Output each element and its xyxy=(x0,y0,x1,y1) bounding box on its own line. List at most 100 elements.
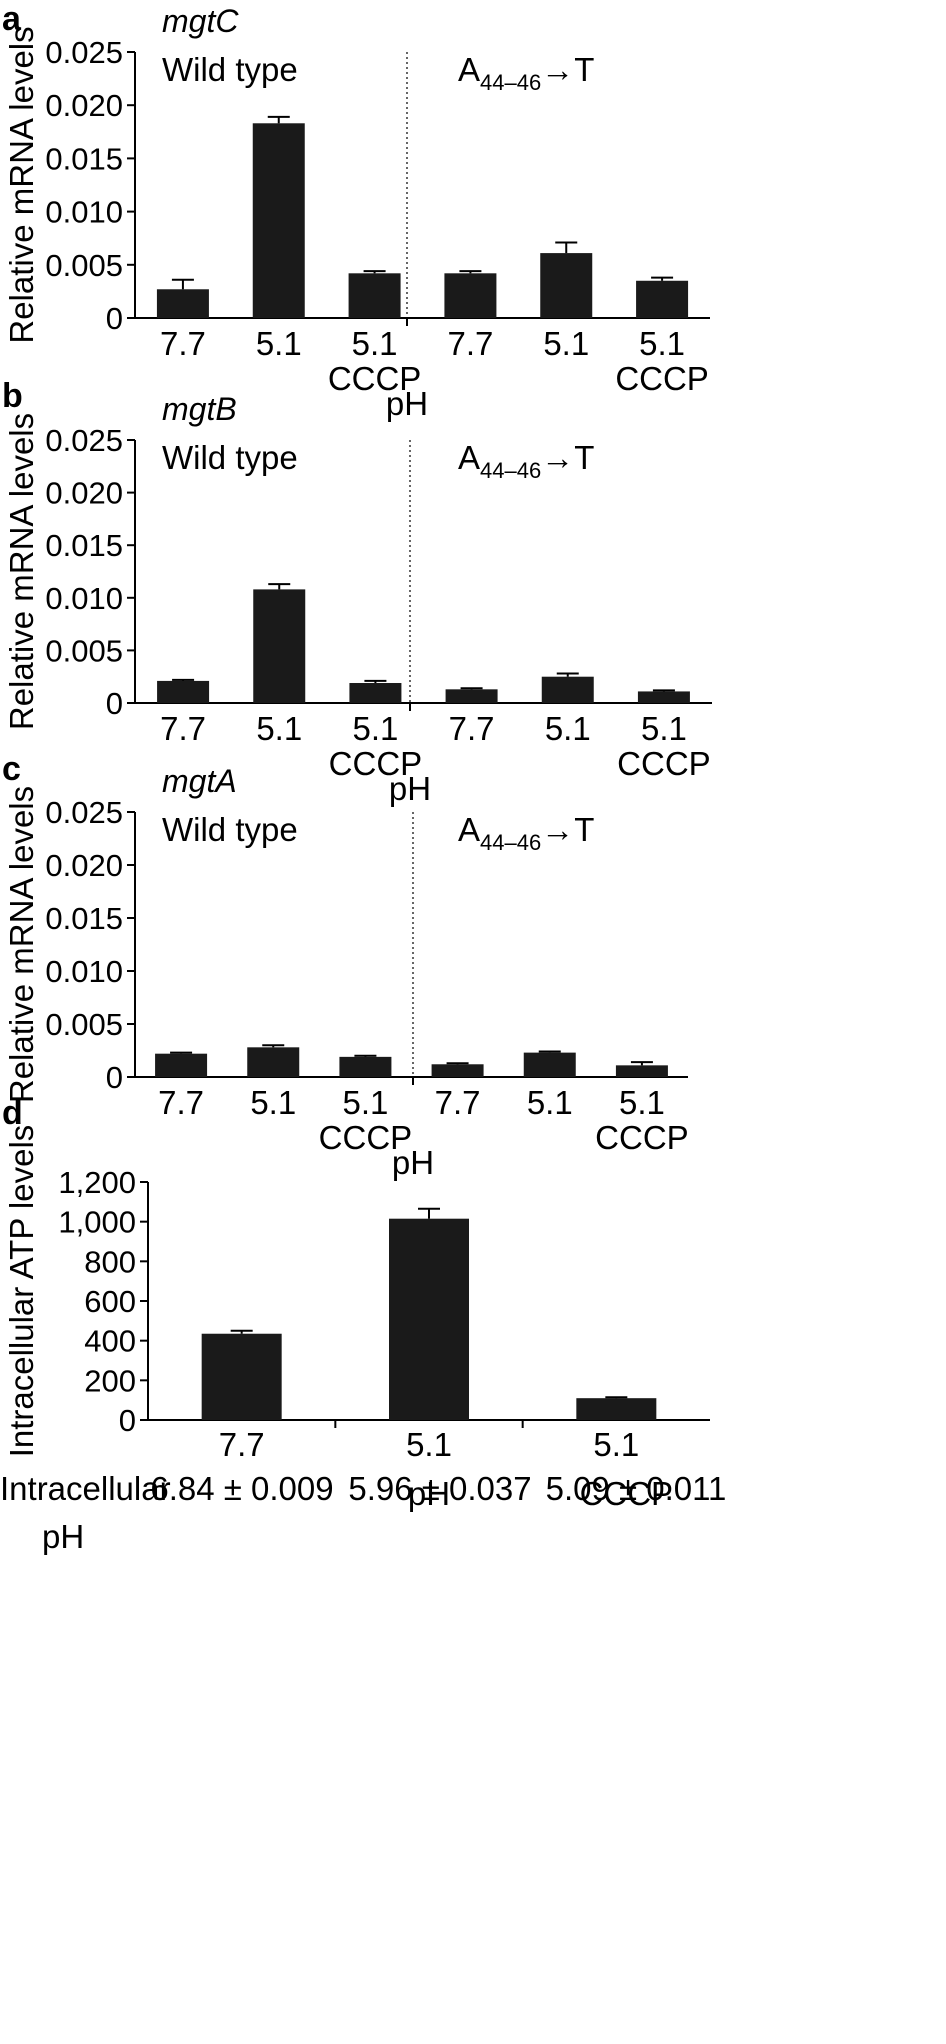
y-tick-label: 0.010 xyxy=(45,954,123,989)
panel-a: a mgtC Wild type A44–46→T Relative mRNA leve… xyxy=(2,0,710,422)
category-label: 7.7 xyxy=(449,710,495,747)
gene-name: mgtA xyxy=(162,763,237,799)
category-label: 5.1 xyxy=(352,325,398,362)
category-sublabel: CCCP xyxy=(328,360,422,397)
category-label: 7.7 xyxy=(160,710,206,747)
category-label: 5.1 xyxy=(593,1426,639,1463)
bar xyxy=(157,680,210,703)
panel-c: c mgtA Wild type A44–46→T Relative mRNA leve… xyxy=(2,750,689,1181)
mutant-arrow: →T xyxy=(541,51,594,88)
bar xyxy=(339,1056,392,1077)
condition-wild-type: Wild type xyxy=(162,811,298,848)
bar xyxy=(637,691,690,703)
footer-value: 6.84 ± 0.009 xyxy=(150,1470,333,1507)
bar xyxy=(349,683,402,703)
footer-value: 5.96 ± 0.037 xyxy=(348,1470,531,1507)
footer-label: Intracellular xyxy=(0,1470,171,1507)
y-tick-label: 0 xyxy=(119,1403,136,1438)
category-label: 5.1 xyxy=(639,325,685,362)
bar xyxy=(576,1398,657,1420)
y-tick-label: 0.025 xyxy=(45,795,123,830)
category-sublabel: CCCP xyxy=(329,745,423,782)
category-label: 5.1 xyxy=(641,710,687,747)
x-axis-label: pH xyxy=(386,385,428,422)
category-sublabel: CCCP xyxy=(580,1475,674,1512)
condition-wild-type: Wild type xyxy=(162,51,298,88)
category-label: 7.7 xyxy=(160,325,206,362)
y-tick-label: 0 xyxy=(106,1060,123,1095)
y-tick-label: 0.025 xyxy=(45,35,123,70)
y-axis-label: Relative mRNA levels xyxy=(3,26,40,343)
condition-mutant: A44–46→T xyxy=(458,439,594,483)
bar xyxy=(155,1053,208,1077)
footer-label-line2: pH xyxy=(42,1518,84,1555)
category-sublabel: CCCP xyxy=(615,360,709,397)
bar xyxy=(201,1333,282,1420)
gene-name: mgtB xyxy=(162,391,237,427)
panel-b: b mgtB Wild type A44–46→T Relative mRNA leve… xyxy=(2,377,712,807)
condition-wild-type: Wild type xyxy=(162,439,298,476)
category-label: 5.1 xyxy=(619,1084,665,1121)
y-tick-label: 0.025 xyxy=(45,423,123,458)
bar xyxy=(541,676,594,703)
bar xyxy=(156,289,209,318)
bar xyxy=(253,589,306,703)
y-tick-label: 0.015 xyxy=(45,901,123,936)
bar xyxy=(636,280,689,318)
y-tick-label: 0.015 xyxy=(45,528,123,563)
bar xyxy=(615,1065,668,1077)
bar xyxy=(523,1052,576,1077)
y-tick-label: 0 xyxy=(106,301,123,336)
category-label: 5.1 xyxy=(256,710,302,747)
y-axis-label: Relative mRNA levels xyxy=(3,786,40,1103)
y-tick-label: 0.020 xyxy=(45,848,123,883)
x-axis-label: pH xyxy=(392,1144,434,1181)
category-label: 5.1 xyxy=(543,325,589,362)
bar xyxy=(348,273,401,318)
category-sublabel: CCCP xyxy=(617,745,711,782)
y-tick-label: 0.005 xyxy=(45,1007,123,1042)
panel-letter: d xyxy=(2,1094,23,1132)
mutant-arrow: →T xyxy=(541,811,594,848)
bar xyxy=(247,1047,300,1077)
category-label: 5.1 xyxy=(250,1084,296,1121)
category-label: 5.1 xyxy=(342,1084,388,1121)
mutant-arrow: →T xyxy=(541,439,594,476)
mutant-subscript: 44–46 xyxy=(480,458,541,483)
category-label: 5.1 xyxy=(352,710,398,747)
category-label: 7.7 xyxy=(219,1426,265,1463)
footer-value: 5.09 ± 0.011 xyxy=(546,1470,727,1507)
bar xyxy=(444,273,497,318)
category-label: 7.7 xyxy=(158,1084,204,1121)
y-axis-label: Intracellular ATP levels xyxy=(3,1125,40,1458)
y-tick-label: 0.020 xyxy=(45,88,123,123)
y-tick-label: 0.005 xyxy=(45,633,123,668)
y-tick-label: 0.010 xyxy=(45,195,123,230)
y-tick-label: 1,200 xyxy=(58,1165,136,1200)
category-label: 5.1 xyxy=(256,325,302,362)
category-label: 5.1 xyxy=(406,1426,452,1463)
category-label: 5.1 xyxy=(545,710,591,747)
category-sublabel: CCCP xyxy=(319,1119,413,1156)
panel-letter: b xyxy=(2,377,23,415)
condition-mutant: A44–46→T xyxy=(458,51,594,95)
mutant-subscript: 44–46 xyxy=(480,70,541,95)
y-tick-label: 200 xyxy=(84,1363,136,1398)
y-tick-label: 400 xyxy=(84,1324,136,1359)
x-axis-label: pH xyxy=(408,1475,450,1512)
y-tick-label: 0.005 xyxy=(45,248,123,283)
y-tick-label: 600 xyxy=(84,1284,136,1319)
category-sublabel: CCCP xyxy=(595,1119,689,1156)
y-tick-label: 0.010 xyxy=(45,581,123,616)
bar xyxy=(252,123,305,319)
category-label: 7.7 xyxy=(435,1084,481,1121)
y-axis-label: Relative mRNA levels xyxy=(3,413,40,730)
panel-letter: c xyxy=(2,750,21,788)
mutant-base: A xyxy=(458,439,480,476)
mutant-subscript: 44–46 xyxy=(480,830,541,855)
y-tick-label: 1,000 xyxy=(58,1205,136,1240)
bar xyxy=(540,253,593,318)
category-label: 5.1 xyxy=(527,1084,573,1121)
x-axis-label: pH xyxy=(389,770,431,807)
